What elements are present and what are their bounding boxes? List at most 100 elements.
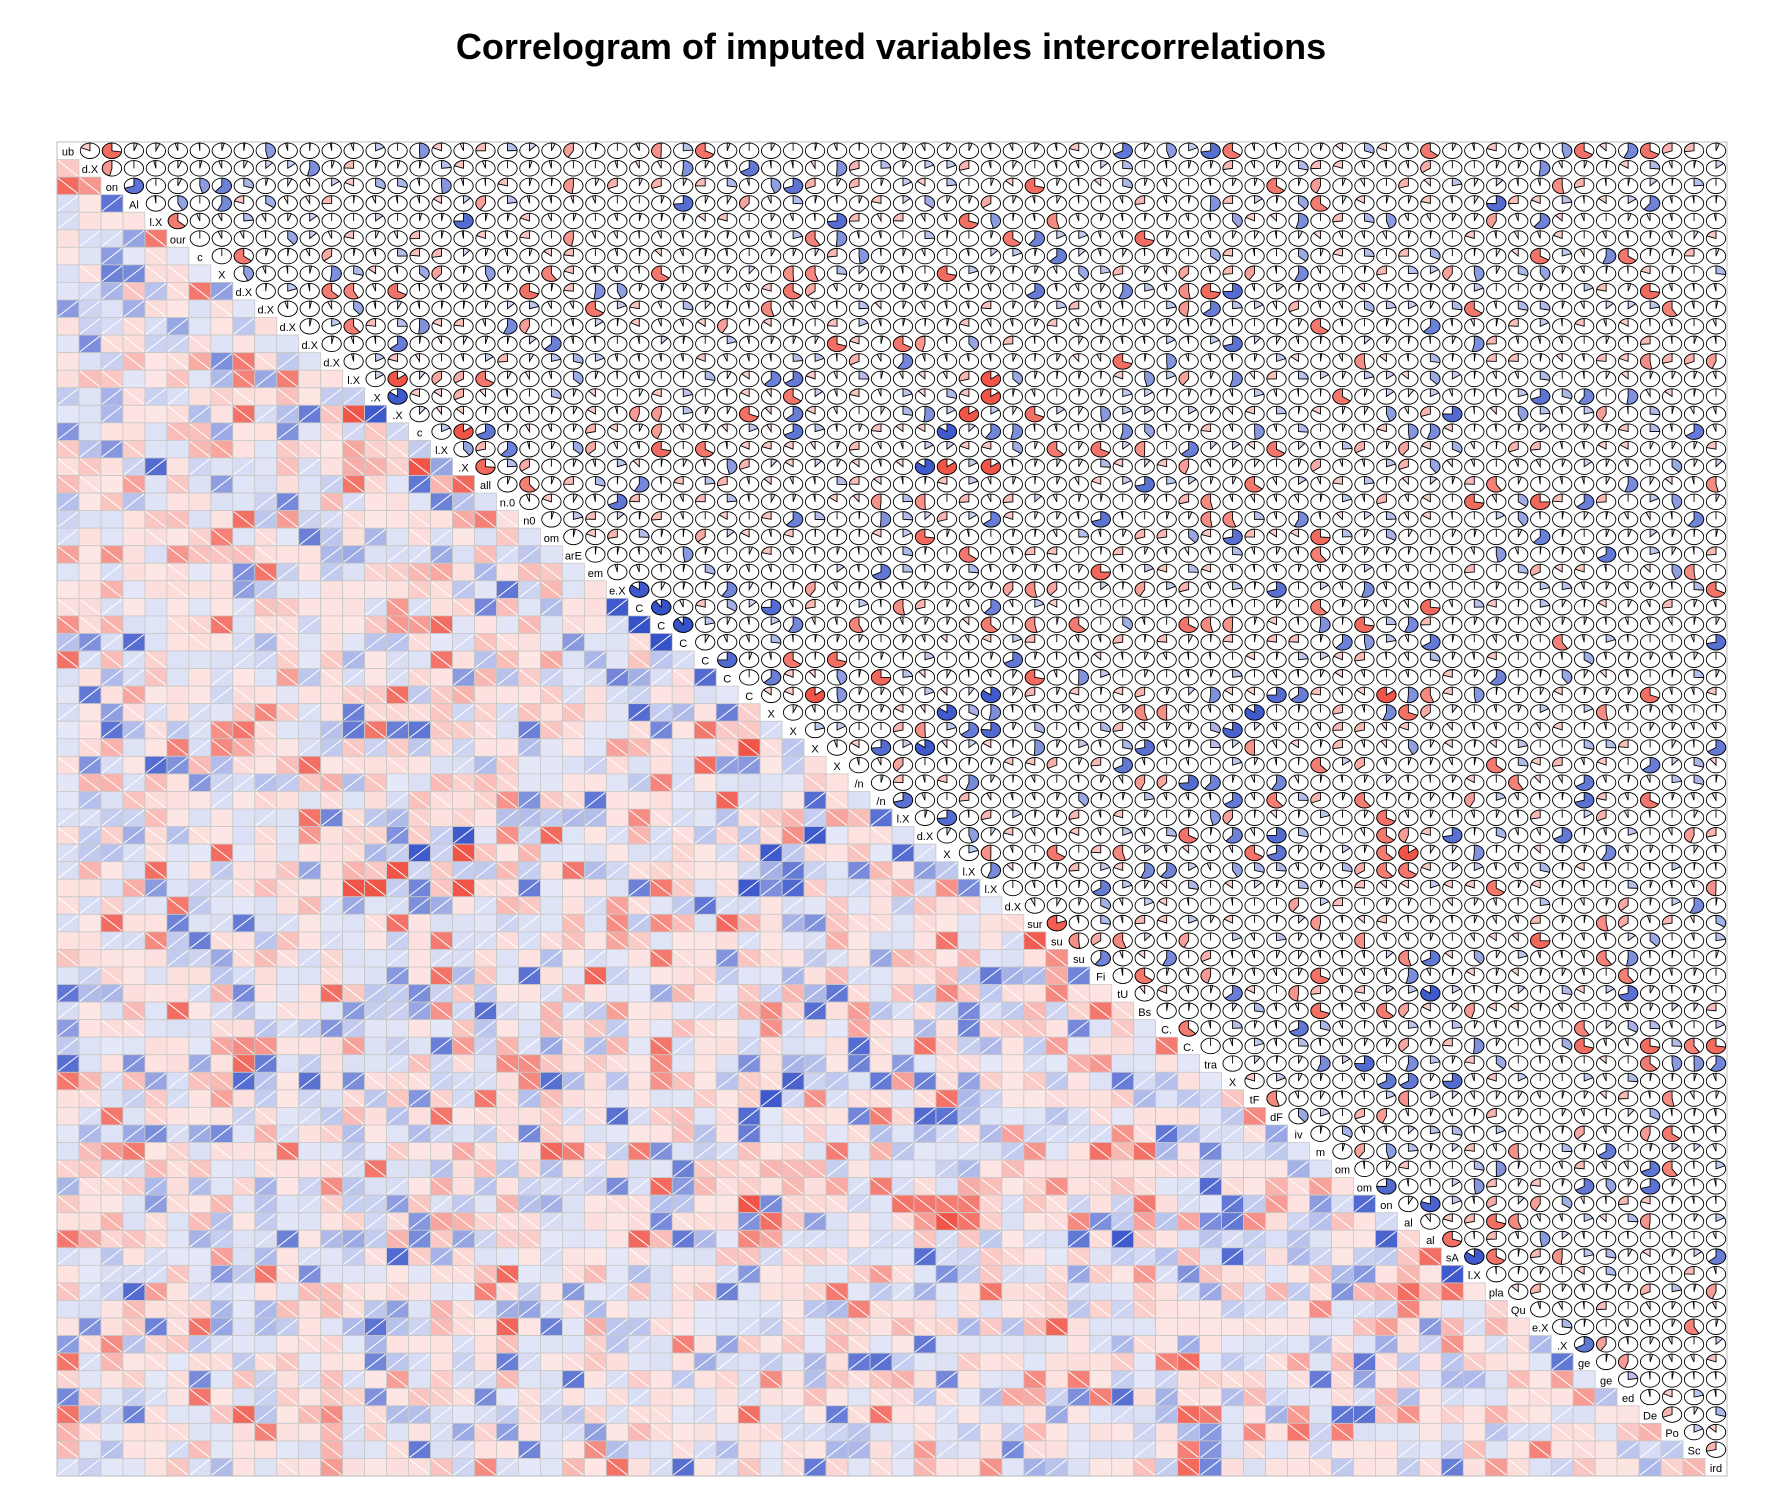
shade-cell [1023, 949, 1047, 968]
shade-cell [232, 1282, 256, 1301]
shade-cell [847, 791, 871, 810]
shade-hatch [321, 405, 342, 423]
shade-hatch [145, 827, 167, 844]
shade-cell [210, 808, 234, 827]
shade-cell [1418, 1387, 1442, 1407]
shade-cell [276, 1194, 300, 1214]
shade-cell [188, 1422, 212, 1442]
shade-cell [869, 1159, 893, 1179]
shade-cell [825, 826, 849, 845]
shade-hatch [672, 774, 694, 791]
shade-hatch [365, 686, 386, 704]
shade-cell [474, 1352, 497, 1372]
shade-cell [474, 1335, 497, 1354]
shade-hatch [387, 616, 408, 633]
shade-cell [364, 1370, 388, 1389]
shade-cell [496, 685, 519, 705]
shade-hatch [629, 721, 650, 739]
shade-cell [78, 387, 102, 406]
shade-hatch [387, 809, 408, 826]
shade-cell [913, 1405, 937, 1424]
shade-hatch [629, 774, 650, 791]
shade-cell [232, 1247, 256, 1266]
shade-cell [518, 1317, 541, 1336]
shade-cell [452, 1124, 475, 1143]
shade-cell [342, 949, 366, 968]
shade-cell [298, 1440, 322, 1459]
shade-cell [210, 896, 234, 915]
shade-hatch [431, 528, 452, 546]
shade-hatch [475, 563, 496, 581]
shade-cell [166, 1177, 190, 1196]
shade-cell [540, 545, 563, 564]
shade-hatch [541, 598, 562, 616]
shade-cell [605, 1422, 629, 1442]
shade-hatch [716, 704, 738, 721]
shade-hatch [233, 511, 255, 528]
shade-cell [1199, 1352, 1223, 1372]
shade-hatch [255, 774, 277, 791]
shade-cell [605, 878, 629, 898]
shade-cell [188, 650, 212, 669]
shade-cell [1023, 1212, 1047, 1231]
shade-hatch [233, 686, 255, 704]
shade-cell [891, 861, 915, 880]
shade-hatch [453, 686, 474, 704]
shade-hatch [211, 792, 233, 809]
shade-cell [210, 317, 234, 336]
shade-hatch [79, 230, 101, 247]
shade-cell [935, 1282, 959, 1301]
shade-cell [518, 527, 541, 547]
shade-hatch [607, 616, 628, 633]
shade-cell [737, 966, 761, 985]
shade-hatch [343, 739, 364, 756]
shade-cell [1155, 1229, 1179, 1249]
shade-cell [1287, 1300, 1310, 1319]
shade-cell [276, 1335, 300, 1354]
shade-cell [1265, 1159, 1288, 1179]
shade-cell [166, 1036, 190, 1056]
shade-hatch [57, 160, 79, 177]
shade-hatch [123, 809, 145, 826]
shade-cell [561, 1335, 585, 1354]
shade-cell [298, 1001, 322, 1021]
shade-hatch [365, 476, 386, 493]
shade-hatch [101, 669, 123, 686]
shade-cell [364, 1106, 388, 1126]
shade-cell [693, 1106, 717, 1126]
shade-cell [869, 1317, 893, 1336]
shade-cell [759, 1106, 783, 1126]
shade-hatch [167, 318, 189, 335]
shade-cell [1089, 1194, 1113, 1214]
shade-hatch [519, 616, 540, 633]
shade-cell [540, 1370, 563, 1389]
shade-cell [496, 738, 519, 757]
shade-cell [122, 545, 146, 564]
shade-cell [100, 1422, 124, 1442]
shade-hatch [343, 511, 364, 528]
shade-cell [1418, 1370, 1442, 1389]
shade-hatch [343, 809, 364, 826]
shade-cell [298, 1458, 322, 1477]
shade-hatch [299, 809, 320, 826]
shade-cell [583, 984, 607, 1003]
shade-cell [496, 615, 519, 634]
shade-cell [627, 966, 651, 985]
shade-cell [276, 843, 300, 863]
shade-cell [56, 931, 80, 950]
shade-cell [166, 492, 190, 512]
shade-hatch [101, 616, 123, 633]
shade-hatch [453, 511, 474, 528]
shade-hatch [541, 809, 562, 826]
shade-cell [693, 1458, 717, 1477]
shade-hatch [738, 792, 760, 809]
shade-cell [803, 1317, 827, 1336]
shade-cell [715, 685, 739, 705]
shade-hatch [343, 388, 364, 405]
shade-hatch [277, 511, 299, 528]
shade-cell [386, 773, 409, 792]
shade-cell [166, 439, 190, 459]
shade-cell [649, 1264, 673, 1284]
shade-hatch [409, 634, 430, 651]
shade-cell [1089, 1159, 1113, 1179]
